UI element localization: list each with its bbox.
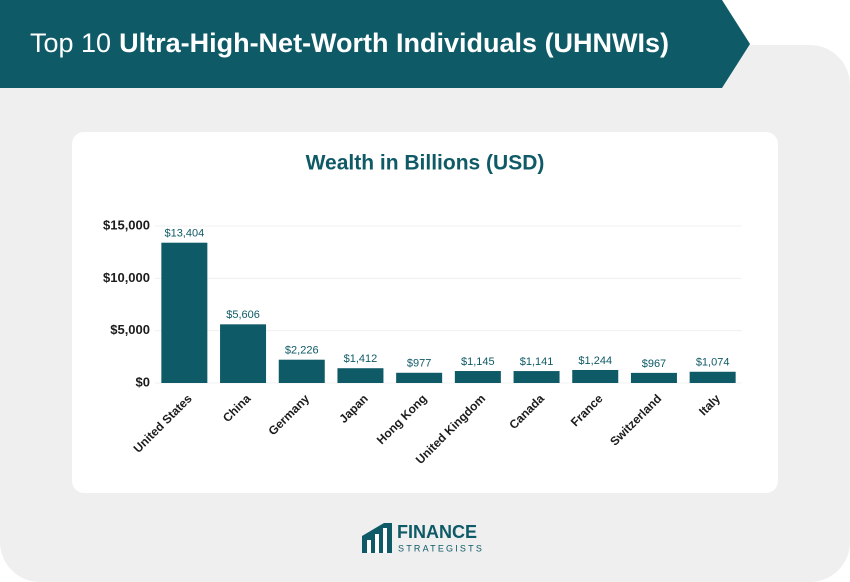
y-tick-label: $15,000 [103, 217, 150, 232]
value-label: $967 [642, 358, 666, 370]
value-label: $1,244 [578, 355, 612, 367]
bar [278, 359, 325, 383]
value-label: $1,412 [344, 353, 378, 365]
logo-brand: FINANCE [397, 522, 477, 542]
bar [513, 371, 560, 383]
header-title-light: Top 10 [30, 28, 111, 58]
logo: FINANCE STRATEGISTS [362, 522, 484, 553]
chart-title: Wealth in Billions (USD) [306, 152, 545, 175]
bar [396, 372, 443, 383]
logo-bar [383, 528, 387, 553]
bar [689, 371, 736, 383]
bar [161, 242, 208, 383]
bar [220, 324, 267, 383]
header-title: Top 10 Ultra-High-Net-Worth Individuals (… [30, 28, 669, 58]
value-label: $2,226 [285, 345, 319, 357]
value-label: $1,141 [520, 356, 554, 368]
y-tick-label: $10,000 [103, 270, 150, 285]
value-label: $1,145 [461, 356, 495, 368]
header-banner [0, 0, 750, 88]
logo-bar [375, 534, 379, 553]
logo-brand-sub: STRATEGISTS [398, 543, 484, 553]
header-title-bold: Ultra-High-Net-Worth Individuals (UHNWIs… [119, 28, 669, 58]
chart-card [72, 132, 778, 493]
bar [454, 371, 501, 383]
value-label: $1,074 [696, 357, 730, 369]
value-label: $5,606 [226, 309, 260, 321]
y-tick-label: $0 [136, 374, 150, 389]
y-tick-label: $5,000 [110, 322, 150, 337]
value-label: $977 [407, 358, 431, 370]
bar [630, 372, 677, 383]
bar [337, 368, 384, 383]
value-label: $13,404 [164, 228, 204, 240]
logo-bar [367, 540, 371, 553]
bar [572, 369, 619, 383]
